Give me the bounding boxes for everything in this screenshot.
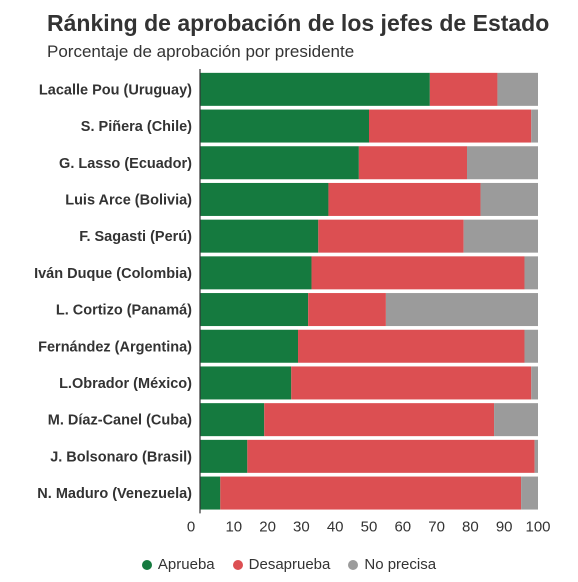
category-label-l-obrador-mexico: L.Obrador (México) bbox=[59, 376, 192, 392]
bar-segment-aprueba-m-diaz-canel-cuba bbox=[200, 403, 265, 437]
legend-item-aprueba: Aprueba bbox=[141, 556, 215, 573]
bar-row-luis-arce-bolivia bbox=[200, 182, 538, 216]
bar-row-lacalle-pou-uruguay bbox=[200, 72, 538, 106]
bar-segment-no-precisa-luis-arce-bolivia bbox=[480, 182, 538, 216]
x-tick-label-70: 70 bbox=[428, 518, 445, 535]
bar-segment-no-precisa-lacalle-pou-uruguay bbox=[497, 72, 538, 106]
bar-segment-desaprueba-fernandez-argentina bbox=[298, 329, 525, 363]
legend-swatch-aprueba bbox=[141, 559, 152, 570]
x-tick-label-10: 10 bbox=[225, 518, 242, 535]
bar-segment-aprueba-fernandez-argentina bbox=[200, 329, 299, 363]
bar-segment-no-precisa-m-diaz-canel-cuba bbox=[494, 403, 538, 437]
category-label-ivan-duque-colombia: Iván Duque (Colombia) bbox=[34, 266, 192, 282]
bar-segment-aprueba-j-bolsonaro-brasil bbox=[200, 439, 248, 473]
stacked-bar-chart: Lacalle Pou (Uruguay) S. Piñera (Chile) G.… bbox=[34, 69, 551, 535]
bar-row-m-diaz-canel-cuba bbox=[200, 403, 538, 437]
bar-segment-desaprueba-ivan-duque-colombia bbox=[311, 256, 525, 290]
legend-label-no-precisa: No precisa bbox=[364, 556, 437, 573]
bar-segment-aprueba-f-sagasti-peru bbox=[200, 219, 319, 253]
bar-row-j-bolsonaro-brasil bbox=[200, 439, 538, 473]
x-tick-label-50: 50 bbox=[361, 518, 378, 535]
legend-label-desaprueba: Desaprueba bbox=[248, 556, 331, 573]
category-label-luis-arce-bolivia: Luis Arce (Bolivia) bbox=[65, 192, 192, 208]
bar-segment-aprueba-ivan-duque-colombia bbox=[200, 256, 312, 290]
legend-item-desaprueba: Desaprueba bbox=[232, 556, 331, 573]
legend-label-aprueba: Aprueba bbox=[157, 556, 215, 573]
bar-row-g-lasso-ecuador bbox=[200, 146, 538, 180]
bar-segment-no-precisa-s-pinera-chile bbox=[531, 109, 538, 143]
bar-segment-desaprueba-luis-arce-bolivia bbox=[328, 182, 481, 216]
chart-legend: Aprueba Desaprueba No precisa bbox=[0, 556, 578, 573]
bar-segment-aprueba-n-maduro-venezuela bbox=[200, 476, 221, 510]
bar-segment-no-precisa-f-sagasti-peru bbox=[463, 219, 538, 253]
x-tick-label-0: 0 bbox=[187, 518, 195, 535]
bar-segment-desaprueba-g-lasso-ecuador bbox=[358, 146, 468, 180]
bar-row-n-maduro-venezuela bbox=[200, 476, 538, 510]
x-tick-label-40: 40 bbox=[327, 518, 344, 535]
bar-row-l-obrador-mexico bbox=[200, 366, 538, 400]
bar-segment-no-precisa-g-lasso-ecuador bbox=[467, 146, 538, 180]
bar-segment-aprueba-l-obrador-mexico bbox=[200, 366, 292, 400]
category-label-s-pinera-chile: S. Piñera (Chile) bbox=[81, 119, 192, 135]
x-tick-label-100: 100 bbox=[525, 518, 550, 535]
bar-segment-desaprueba-f-sagasti-peru bbox=[318, 219, 464, 253]
legend-item-no-precisa: No precisa bbox=[348, 556, 436, 573]
x-tick-label-30: 30 bbox=[293, 518, 310, 535]
x-tick-label-20: 20 bbox=[259, 518, 276, 535]
bar-segment-no-precisa-fernandez-argentina bbox=[524, 329, 538, 363]
bar-segment-desaprueba-l-cortizo-panama bbox=[308, 293, 386, 327]
bar-segment-desaprueba-m-diaz-canel-cuba bbox=[264, 403, 495, 437]
category-label-m-diaz-canel-cuba: M. Díaz-Canel (Cuba) bbox=[48, 413, 192, 429]
chart-title: Ránking de aprobación de los jefes de Es… bbox=[47, 10, 550, 36]
x-tick-label-80: 80 bbox=[462, 518, 479, 535]
bar-segment-aprueba-s-pinera-chile bbox=[200, 109, 369, 143]
bar-segment-desaprueba-j-bolsonaro-brasil bbox=[247, 439, 535, 473]
bar-segment-desaprueba-l-obrador-mexico bbox=[291, 366, 532, 400]
bar-row-l-cortizo-panama bbox=[200, 293, 538, 327]
bar-row-f-sagasti-peru bbox=[200, 219, 538, 253]
bar-segment-desaprueba-s-pinera-chile bbox=[369, 109, 532, 143]
bar-segment-no-precisa-l-obrador-mexico bbox=[531, 366, 538, 400]
legend-swatch-no-precisa bbox=[348, 559, 359, 570]
bar-segment-aprueba-lacalle-pou-uruguay bbox=[200, 72, 430, 106]
bar-segment-no-precisa-j-bolsonaro-brasil bbox=[534, 439, 538, 473]
category-label-j-bolsonaro-brasil: J. Bolsonaro (Brasil) bbox=[50, 449, 192, 465]
bar-segment-no-precisa-ivan-duque-colombia bbox=[524, 256, 538, 290]
bar-segment-no-precisa-n-maduro-venezuela bbox=[521, 476, 538, 510]
bar-segment-desaprueba-lacalle-pou-uruguay bbox=[429, 72, 498, 106]
category-label-fernandez-argentina: Fernández (Argentina) bbox=[38, 339, 192, 355]
x-tick-label-60: 60 bbox=[394, 518, 411, 535]
bar-row-s-pinera-chile bbox=[200, 109, 538, 143]
bar-segment-no-precisa-l-cortizo-panama bbox=[385, 293, 538, 327]
bar-segment-aprueba-luis-arce-bolivia bbox=[200, 182, 329, 216]
bar-segment-aprueba-l-cortizo-panama bbox=[200, 293, 309, 327]
legend-swatch-desaprueba bbox=[232, 559, 243, 570]
category-label-lacalle-pou-uruguay: Lacalle Pou (Uruguay) bbox=[39, 82, 192, 98]
category-label-l-cortizo-panama: L. Cortizo (Panamá) bbox=[56, 303, 192, 319]
category-label-n-maduro-venezuela: N. Maduro (Venezuela) bbox=[37, 486, 192, 502]
chart-subtitle: Porcentaje de aprobación por presidente bbox=[47, 42, 355, 61]
bar-segment-desaprueba-n-maduro-venezuela bbox=[220, 476, 522, 510]
category-label-f-sagasti-peru: F. Sagasti (Perú) bbox=[79, 229, 192, 245]
bar-row-fernandez-argentina bbox=[200, 329, 538, 363]
x-tick-label-90: 90 bbox=[496, 518, 513, 535]
category-label-g-lasso-ecuador: G. Lasso (Ecuador) bbox=[59, 156, 192, 172]
bar-segment-aprueba-g-lasso-ecuador bbox=[200, 146, 359, 180]
bar-row-ivan-duque-colombia bbox=[200, 256, 538, 290]
